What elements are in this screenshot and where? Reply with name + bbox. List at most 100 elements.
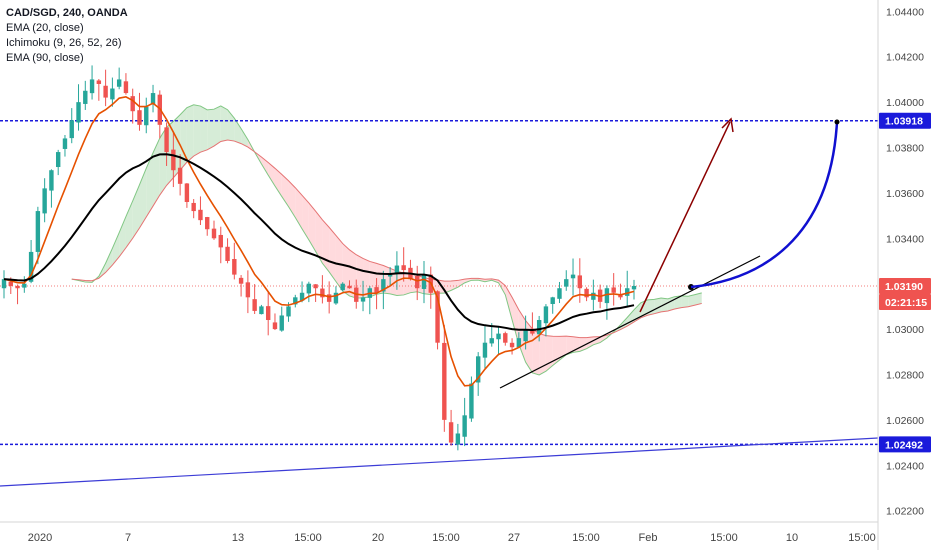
- time-tick-label: 15:00: [294, 532, 322, 544]
- candle: [509, 338, 515, 355]
- symbol-label[interactable]: CAD/SGD, 240, OANDA: [6, 7, 128, 19]
- candle: [96, 79, 102, 101]
- candle: [69, 108, 74, 144]
- candle-body: [211, 228, 217, 239]
- cloud-segment: [681, 295, 689, 308]
- cloud-segment: [539, 333, 546, 375]
- candle: [455, 423, 461, 451]
- candle: [306, 281, 312, 303]
- price-tick-label: 1.03000: [886, 324, 924, 336]
- indicator-ema20-label[interactable]: EMA (20, close): [6, 22, 84, 34]
- candle-body: [286, 306, 291, 317]
- candle-body: [252, 299, 257, 311]
- cloud-segment: [302, 195, 309, 240]
- candle-body: [394, 265, 400, 274]
- time-tick-label: 15:00: [432, 532, 460, 544]
- cloud-segment: [125, 200, 133, 248]
- candle: [496, 326, 501, 356]
- candle: [103, 69, 108, 107]
- moving-averages: [3, 96, 635, 387]
- time-tick-label: 15:00: [848, 532, 876, 544]
- cloud-segment: [220, 105, 228, 142]
- candle-body: [557, 288, 562, 299]
- resistance-price-badge: 1.03918: [879, 112, 931, 129]
- candle-body: [530, 328, 535, 334]
- drawings: [0, 117, 879, 487]
- candle-body: [326, 294, 332, 302]
- candle: [530, 312, 535, 336]
- indicator-ema90-label[interactable]: EMA (90, close): [6, 52, 84, 64]
- candle: [15, 284, 20, 305]
- candle: [293, 294, 298, 308]
- candle: [232, 242, 237, 280]
- candle-body: [374, 287, 379, 293]
- candle-body: [89, 79, 95, 94]
- candle-body: [259, 306, 264, 315]
- candle-body: [232, 259, 237, 275]
- candle: [469, 376, 474, 422]
- candle: [171, 132, 176, 188]
- candle-body: [15, 285, 20, 289]
- candle-body: [293, 297, 298, 305]
- candle-body: [225, 246, 230, 261]
- candle: [137, 92, 142, 131]
- candle-body: [320, 288, 325, 298]
- cloud-segment: [518, 309, 526, 363]
- candle: [618, 283, 623, 300]
- cloud-segment: [600, 335, 607, 343]
- candle-body: [625, 288, 630, 296]
- price-tick-label: 1.03400: [886, 233, 924, 245]
- candle: [394, 251, 400, 290]
- candle-body: [245, 282, 251, 298]
- cloud-segment: [363, 258, 370, 298]
- countdown-badge: 02:21:15: [879, 293, 931, 310]
- cloud-segment: [444, 280, 452, 294]
- candle: [76, 84, 81, 131]
- candle: [564, 270, 569, 291]
- candle: [116, 67, 122, 90]
- candle-body: [462, 415, 467, 437]
- candle-body: [191, 202, 196, 212]
- candle: [1, 270, 7, 299]
- candle: [83, 80, 88, 110]
- candle-body: [144, 106, 149, 126]
- cloud-segment: [694, 292, 702, 306]
- price-tick-label: 1.02800: [886, 369, 924, 381]
- candle-body: [198, 209, 203, 221]
- candle-body: [577, 275, 583, 289]
- cloud-segment: [288, 180, 296, 218]
- cloud-segment: [112, 232, 120, 266]
- candle: [570, 258, 576, 296]
- time-tick-label: 15:00: [710, 532, 738, 544]
- indicator-ichimoku-label[interactable]: Ichimoku (9, 26, 52, 26): [6, 37, 122, 49]
- price-tick-label: 1.04200: [886, 52, 924, 64]
- candle-body: [455, 433, 461, 445]
- cloud-segment: [654, 298, 662, 314]
- candle: [543, 304, 549, 337]
- candle-body: [8, 281, 13, 286]
- candle: [49, 169, 54, 208]
- candle-body: [516, 338, 522, 348]
- candle-body: [96, 80, 102, 84]
- cloud-segment: [532, 328, 540, 375]
- candle-body: [564, 279, 569, 287]
- candle-body: [22, 283, 27, 288]
- candle-body: [1, 279, 7, 289]
- candle-body: [536, 320, 542, 335]
- candle-body: [218, 234, 223, 248]
- candle-body: [164, 127, 169, 153]
- candle-body: [469, 383, 474, 419]
- candle: [238, 275, 244, 297]
- cloud-segment: [579, 337, 587, 352]
- candle: [421, 260, 427, 304]
- price-tick-label: 1.04400: [886, 6, 924, 18]
- ema90-line: [3, 153, 635, 331]
- resistance-price-badge-bg: [879, 112, 931, 129]
- candle-body: [415, 275, 420, 289]
- candle: [503, 331, 508, 346]
- candle-body: [442, 342, 447, 420]
- candle-body: [496, 333, 501, 340]
